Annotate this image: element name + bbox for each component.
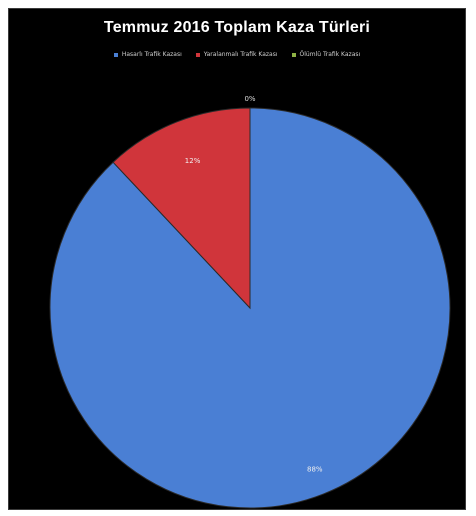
legend-label-hasarli: Hasarlı Trafik Kazası	[121, 51, 182, 58]
legend-item-hasarli: Hasarlı Trafik Kazası	[113, 51, 182, 58]
legend-swatch-hasarli	[113, 52, 118, 57]
pie-chart: 88% 12% 0%	[49, 95, 451, 509]
chart-frame: Temmuz 2016 Toplam Kaza Türleri Hasarlı …	[8, 8, 466, 510]
legend-label-olumlu: Ölümlü Trafik Kazası	[299, 51, 361, 58]
chart-title: Temmuz 2016 Toplam Kaza Türleri	[103, 19, 371, 36]
legend-item-olumlu: Ölümlü Trafik Kazası	[291, 51, 361, 58]
legend-swatch-olumlu	[291, 52, 296, 57]
legend-item-yaralanmali: Yaralanmalı Trafik Kazası	[195, 51, 278, 58]
chart-legend: Hasarlı Trafik Kazası Yaralanmalı Trafik…	[9, 51, 465, 58]
data-label-olumlu: 0%	[244, 95, 255, 103]
data-label-hasarli: 88%	[307, 466, 323, 474]
pie-slice-hasarli	[49, 107, 451, 509]
pie-slice-yaralanmali	[112, 107, 251, 310]
legend-label-yaralanmali: Yaralanmalı Trafik Kazası	[203, 51, 278, 58]
data-label-yaralanmali: 12%	[185, 157, 201, 165]
legend-swatch-yaralanmali	[195, 52, 200, 57]
